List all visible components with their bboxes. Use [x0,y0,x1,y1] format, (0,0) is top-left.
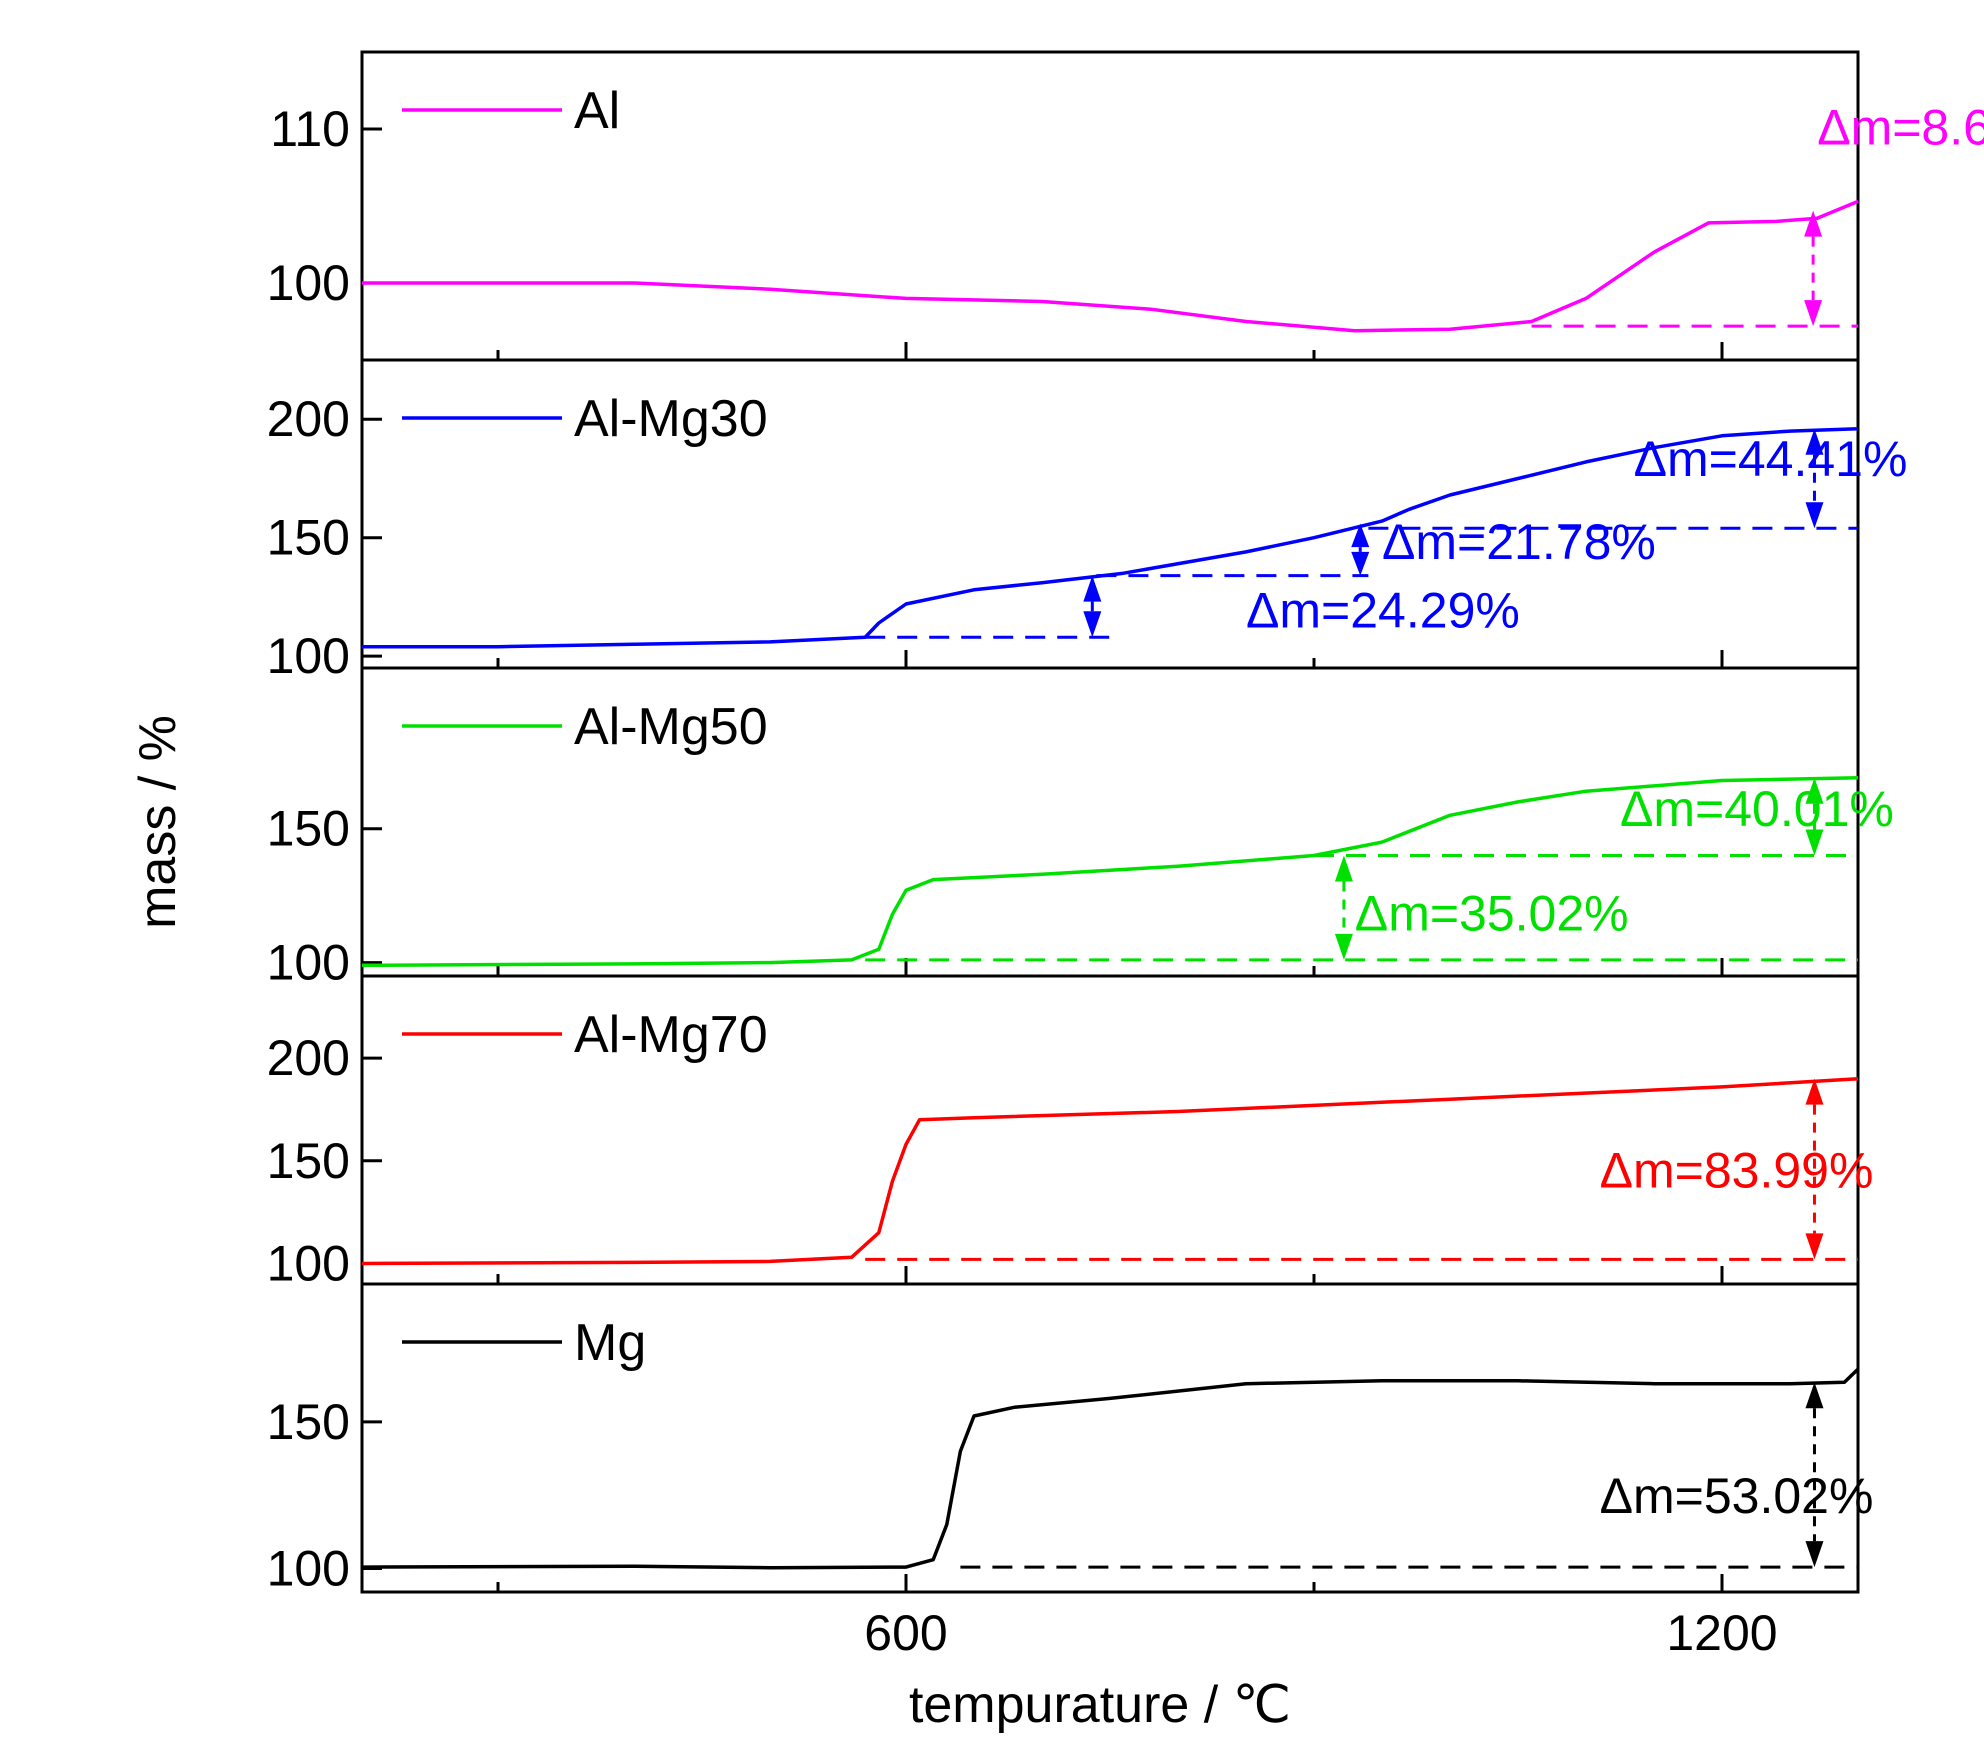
series-line-al [362,199,1859,333]
delta-arrow-head-down [1083,611,1102,638]
y-tick-label: 150 [267,1133,350,1189]
delta-arrow-head-up [1351,523,1370,548]
delta-label: Δm=24.29% [1246,583,1520,639]
panel-al: 100 110 Δm=8.65% Al [267,50,1984,362]
y-tick-label: 100 [267,935,350,991]
delta-label: Δm=40.01% [1620,781,1894,837]
delta-arrow-head-up [1334,855,1353,882]
delta-label: Δm=83.99% [1600,1142,1874,1198]
delta-arrow-head-up [1805,428,1824,455]
delta-label: Δm=44.41% [1634,431,1908,487]
x-tick-label: 600 [864,1605,947,1661]
panel-al-mg30: 100 150 200 Δm=24.29% Δm=21.78% Δm=44.41% Al-M… [267,358,1908,684]
delta-arrow-head-up [1804,210,1823,237]
y-tick-label: 200 [267,391,350,447]
series-line-al-mg30 [362,426,1859,649]
legend-label-al-mg30: Al-Mg30 [574,390,768,448]
y-tick-label: 200 [267,1030,350,1086]
delta-label: Δm=8.65% [1817,99,1984,155]
legend-label-al-mg50: Al-Mg50 [574,698,768,756]
panel-frame [360,1282,1860,1594]
delta-label: Δm=35.02% [1355,885,1629,941]
x-axis-title: tempurature / ℃ [909,1676,1291,1734]
delta-arrow-head-up [1805,777,1824,804]
y-tick-label: 150 [267,510,350,566]
y-tick-label: 150 [267,801,350,857]
delta-arrow-head-up [1805,1382,1824,1409]
delta-arrow-head-down [1804,300,1823,327]
delta-arrow-head-down [1805,502,1824,529]
legend-label-mg: Mg [574,1314,646,1372]
delta-arrow-head-down [1805,1233,1824,1260]
y-tick-label: 100 [267,628,350,684]
y-tick-label: 110 [270,101,350,157]
delta-arrow-head-down [1334,933,1353,960]
delta-arrow-head-up [1083,575,1102,602]
series-line-al-mg70 [361,1076,1859,1266]
legend-label-al-mg70: Al-Mg70 [574,1006,768,1064]
series-line-mg [361,1367,1860,1570]
delta-arrow-head-down [1805,1541,1824,1568]
series-line-al-mg50 [361,776,1859,968]
y-tick-label: 100 [267,255,350,311]
y-tick-label: 100 [267,1235,350,1291]
delta-label: Δm=53.02% [1600,1468,1874,1524]
x-tick-label: 1200 [1666,1605,1777,1661]
panel-al-mg50: 100 150 Δm=35.02% Δm=40.01% Al-Mg50 [267,666,1894,991]
delta-arrow-head-down [1805,829,1824,856]
y-tick-label: 150 [267,1394,350,1450]
y-axis-title: mass / % [129,715,187,929]
legend-label-al: Al [574,82,620,140]
panel-al-mg70: 100 150 200 Δm=83.99% Al-Mg70 [267,974,1874,1291]
y-tick-label: 100 [267,1541,350,1597]
delta-arrow-head-down [1351,551,1370,576]
panel-mg: 100 150 Δm=53.02% Mg [267,1282,1874,1597]
delta-arrow-head-up [1805,1078,1824,1105]
delta-label: Δm=21.78% [1382,514,1656,570]
